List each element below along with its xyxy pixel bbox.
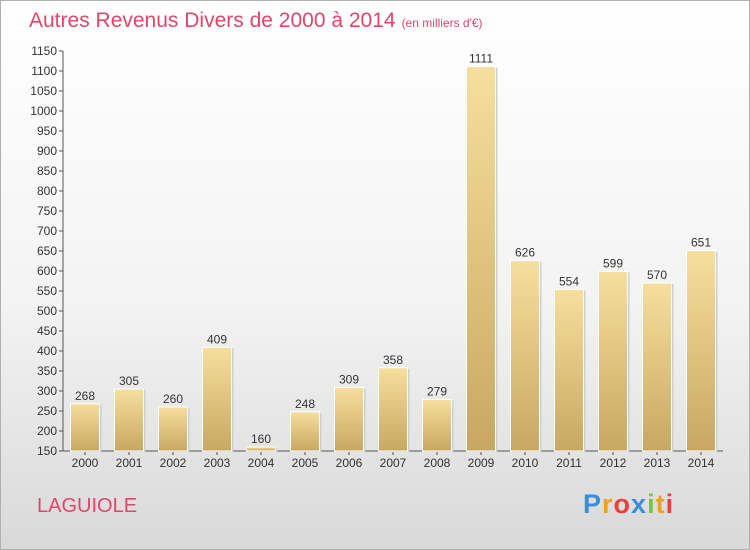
bar	[202, 346, 232, 452]
bar-value-label: 248	[295, 397, 315, 411]
y-tick-label: 250	[37, 404, 57, 418]
bar-value-label: 268	[75, 389, 95, 403]
bar	[686, 250, 716, 452]
y-tick-label: 950	[37, 124, 57, 138]
logo-letter: r	[602, 489, 614, 519]
y-tick-label: 1150	[31, 44, 57, 58]
x-tick-label: 2008	[424, 456, 451, 470]
bar-value-label: 599	[603, 256, 623, 270]
bar-value-label: 358	[383, 353, 403, 367]
y-tick-label: 700	[37, 224, 57, 238]
location-label: LAGUIOLE	[37, 495, 138, 517]
y-axis: 150 200 250 300 350 400 450 500 550 600 650 700 750 8…	[30, 44, 64, 458]
y-tick-label: 1100	[31, 64, 57, 78]
y-tick-label: 850	[37, 164, 57, 178]
y-tick-label: 800	[37, 184, 57, 198]
y-tick-label: 750	[37, 204, 57, 218]
bar	[598, 270, 628, 452]
bar	[70, 403, 100, 452]
logo-letter: i	[647, 489, 656, 519]
x-tick-label: 2001	[116, 456, 143, 470]
y-tick-label: 1000	[30, 104, 57, 118]
bar-value-label: 305	[119, 374, 139, 388]
y-tick-label: 900	[37, 144, 57, 158]
y-tick-label: 550	[37, 284, 57, 298]
proxiti-logo: Proxiti	[583, 489, 674, 520]
x-tick-label: 2003	[204, 456, 231, 470]
y-tick-label: 650	[37, 244, 57, 258]
bar	[246, 446, 276, 452]
x-tick-label: 2007	[380, 456, 407, 470]
x-tick-label: 2014	[688, 456, 715, 470]
x-tick-label: 2011	[556, 456, 582, 470]
bar	[114, 388, 144, 452]
y-tick-label: 200	[37, 424, 57, 438]
y-tick-label: 350	[37, 364, 57, 378]
chart-title-text: Autres Revenus Divers de 2000 à 2014	[29, 9, 396, 32]
bar	[290, 411, 320, 452]
bar	[510, 260, 540, 452]
bar	[554, 288, 584, 452]
x-tick-label: 2010	[512, 456, 539, 470]
y-tick-label: 450	[37, 324, 57, 338]
chart-unit: (en milliers d'€)	[401, 16, 483, 30]
bar-value-label: 409	[207, 332, 227, 346]
x-axis: 2000 2001 2002 2003 2004 2005 2006 2007 2008 2009…	[63, 450, 723, 470]
bars: 268 305 260 409 160 248 309 358 279 1111 626 554 599…	[70, 52, 718, 452]
logo-letter: x	[631, 489, 648, 519]
logo-letter: i	[665, 489, 675, 519]
bar	[378, 367, 408, 452]
bar-value-label: 160	[251, 432, 271, 446]
x-tick-label: 2002	[160, 456, 187, 470]
x-tick-label: 2012	[600, 456, 627, 470]
bar	[466, 66, 496, 452]
bar-value-label: 626	[515, 246, 535, 260]
chart-title: Autres Revenus Divers de 2000 à 2014 (en …	[29, 9, 483, 33]
bar	[422, 398, 452, 452]
logo-letter: t	[655, 489, 666, 519]
bar-value-label: 1111	[469, 52, 493, 66]
bar	[158, 406, 188, 452]
bar-value-label: 260	[163, 392, 183, 406]
bar-value-label: 554	[559, 274, 579, 288]
y-tick-label: 600	[37, 264, 57, 278]
x-tick-label: 2000	[72, 456, 99, 470]
x-tick-label: 2006	[336, 456, 363, 470]
x-tick-label: 2009	[468, 456, 495, 470]
y-tick-label: 400	[37, 344, 57, 358]
x-tick-label: 2004	[248, 456, 275, 470]
bar-value-label: 309	[339, 372, 359, 386]
x-tick-label: 2013	[644, 456, 671, 470]
x-tick-label: 2005	[292, 456, 319, 470]
bar-value-label: 279	[427, 384, 447, 398]
y-tick-label: 300	[37, 384, 57, 398]
logo-letter: o	[613, 489, 632, 519]
y-tick-label: 1050	[30, 84, 57, 98]
bar-value-label: 570	[647, 268, 667, 282]
y-tick-label: 150	[37, 444, 57, 458]
bar	[642, 282, 672, 452]
y-tick-label: 500	[37, 304, 57, 318]
bar	[334, 386, 364, 452]
bar-value-label: 651	[691, 236, 711, 250]
logo-letter: P	[583, 489, 603, 519]
